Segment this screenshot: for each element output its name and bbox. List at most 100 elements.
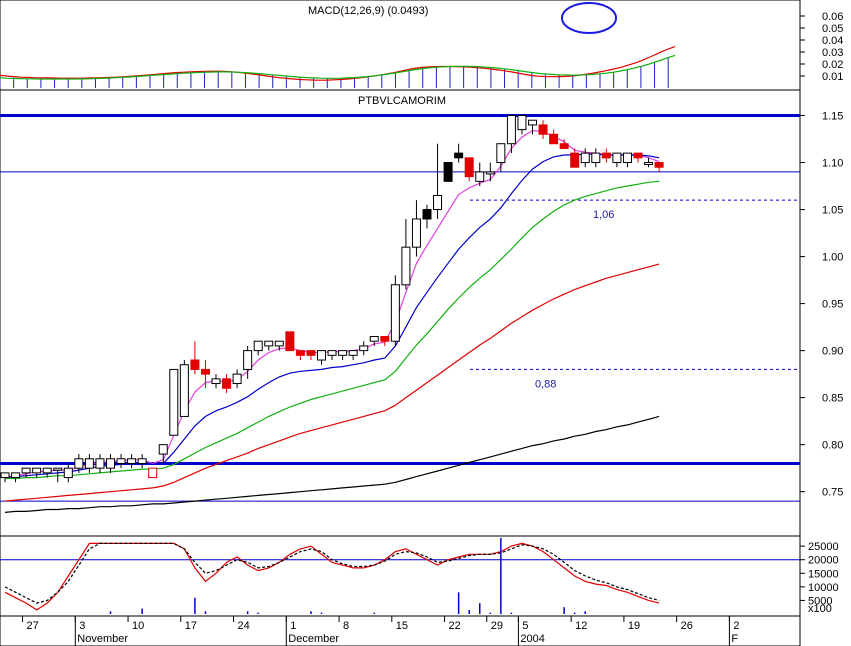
date-tick-label: 8 <box>343 620 349 632</box>
candle-body <box>390 284 400 342</box>
date-tick-label: 1 <box>290 620 296 632</box>
candle-body <box>580 152 590 164</box>
candle-body <box>317 350 326 361</box>
volume-tick-label: 15000 <box>808 568 839 580</box>
price-panel-frame <box>0 89 801 537</box>
macd-tick-label: 0.06 <box>822 11 843 23</box>
candle-body <box>158 444 168 455</box>
candle-body <box>570 152 580 168</box>
volume-series-1 <box>4 542 660 604</box>
price-tick-label: 0.85 <box>822 393 843 405</box>
price-ma-series-2 <box>5 180 660 480</box>
volume-tick-label: 25000 <box>808 541 839 553</box>
date-tick-label: 24 <box>238 620 250 632</box>
price-tick-label: 1.05 <box>822 205 843 217</box>
price-ma-series-3 <box>4 263 660 502</box>
candle-body <box>74 458 84 469</box>
macd-layer: 0.060.050.040.030.020.01 <box>0 11 843 88</box>
date-tick-label: 2 <box>733 620 739 632</box>
candle-body <box>622 152 632 164</box>
candle-body <box>433 194 443 211</box>
candle-body <box>264 340 274 347</box>
candle-body <box>475 171 485 182</box>
candle-body <box>380 336 390 342</box>
date-tick-label: 5 <box>522 620 528 632</box>
candle-body <box>253 340 263 352</box>
date-tick-label: 10 <box>132 620 144 632</box>
volume-tick-label: 10000 <box>808 582 839 594</box>
date-tick-label: 3 <box>79 620 85 632</box>
candle-body <box>127 458 137 464</box>
candle-body <box>359 345 369 352</box>
price-tick-label: 0.95 <box>822 299 843 311</box>
macd-tick-label: 0.03 <box>822 47 843 59</box>
candle-body <box>454 152 464 159</box>
date-tick-label: 22 <box>449 620 461 632</box>
month-label: 2004 <box>520 633 544 645</box>
candle-body <box>116 458 126 464</box>
date-tick-label: 17 <box>185 620 197 632</box>
candle-body <box>517 115 527 131</box>
candle-body <box>485 171 495 175</box>
candle-body <box>222 378 232 389</box>
candle-body <box>464 157 474 178</box>
candle-body <box>496 143 506 164</box>
macd-title: MACD(12,26,9) (0.0493) <box>308 5 428 17</box>
volume-series-0 <box>4 542 660 611</box>
candle-body <box>591 152 601 164</box>
macd-tick-label: 0.05 <box>822 23 843 35</box>
candle-body <box>549 133 559 145</box>
candle-body <box>411 218 421 248</box>
volume-tick-label: 5000 <box>808 595 832 607</box>
candle-body <box>528 119 537 126</box>
candle-body <box>243 350 253 370</box>
candle-body <box>348 350 358 356</box>
candle-body <box>200 368 210 375</box>
price-tick-label: 0.80 <box>822 440 843 452</box>
price-tick-label: 1.15 <box>822 111 843 123</box>
candle-body <box>21 467 31 474</box>
candle-body <box>338 350 348 356</box>
candle-body <box>443 162 453 182</box>
date-tick-label: 19 <box>628 620 640 632</box>
candle-body <box>63 467 73 479</box>
price-tick-label: 0.75 <box>822 487 843 499</box>
macd-tick-label: 0.02 <box>822 59 843 71</box>
candle-body <box>211 378 221 385</box>
candle-body <box>274 340 284 347</box>
month-label: F <box>731 633 738 645</box>
candle-body <box>654 162 664 168</box>
candle-body <box>401 246 411 286</box>
candle-body <box>306 350 316 356</box>
macd-series-1 <box>0 54 676 80</box>
date-axis-layer: 27 3 10 17 24 1 8 15 22 29 5 12 19 26 2 November Decembe… <box>22 616 740 646</box>
candle-body <box>84 458 94 469</box>
date-tick-label: 27 <box>27 620 39 632</box>
candle-body <box>148 467 158 479</box>
candle-body <box>179 364 189 417</box>
date-tick-label: 26 <box>681 620 693 632</box>
price-tick-label: 1.00 <box>822 252 843 264</box>
candle-body <box>137 458 147 464</box>
price-tick-label: 0.90 <box>822 346 843 358</box>
date-tick-label: 29 <box>491 620 503 632</box>
candle-body <box>32 467 42 474</box>
month-label: November <box>77 633 128 645</box>
candle-body <box>633 152 643 159</box>
macd-tick-label: 0.01 <box>822 71 843 83</box>
highlight-ellipse <box>561 2 617 34</box>
price-hline-label: 1,06 <box>593 209 614 221</box>
month-label: December <box>288 633 339 645</box>
candle-body <box>644 162 654 166</box>
candle-body <box>106 458 115 469</box>
candle-body <box>0 472 10 479</box>
candle-body <box>612 152 622 164</box>
price-hline-label: 0,88 <box>535 378 556 390</box>
date-tick-label: 12 <box>575 620 587 632</box>
candle-body <box>295 350 305 356</box>
candle-body <box>232 373 242 385</box>
candle-body <box>538 124 548 135</box>
price-layer: 1,06 0,88 1.15 1.10 1.05 1.00 0.95 0.90 0.85 0.80… <box>0 111 843 513</box>
date-axis-frame <box>0 615 801 646</box>
